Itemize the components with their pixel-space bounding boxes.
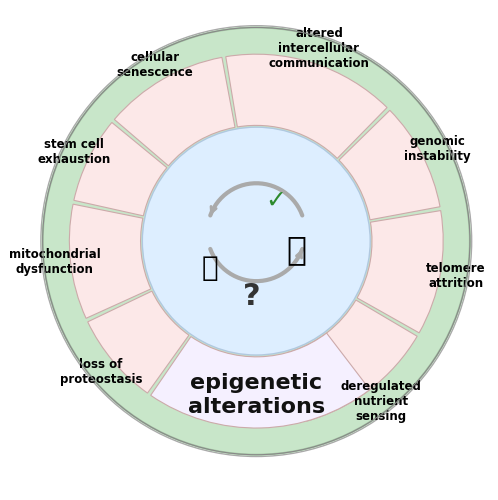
Wedge shape (287, 300, 417, 421)
Wedge shape (339, 110, 440, 220)
Text: 👶: 👶 (202, 254, 218, 282)
Text: mitochondrial
dysfunction: mitochondrial dysfunction (8, 248, 100, 276)
Text: epigenetic
alterations: epigenetic alterations (188, 374, 325, 416)
Circle shape (142, 127, 370, 355)
Text: altered
intercellular
communication: altered intercellular communication (268, 26, 370, 70)
Text: ?: ? (243, 282, 260, 311)
Text: stem cell
exhaustion: stem cell exhaustion (37, 138, 111, 166)
Circle shape (43, 28, 470, 454)
Wedge shape (115, 58, 235, 166)
Text: ✓: ✓ (265, 189, 286, 213)
Wedge shape (357, 210, 443, 333)
Text: telomere
attrition: telomere attrition (426, 262, 486, 290)
Text: cellular
senescence: cellular senescence (117, 52, 193, 80)
Text: deregulated
nutrient
sensing: deregulated nutrient sensing (341, 380, 422, 422)
Text: loss of
proteostasis: loss of proteostasis (60, 358, 142, 386)
Text: genomic
instability: genomic instability (404, 135, 471, 163)
Text: 🧓: 🧓 (286, 234, 306, 266)
Wedge shape (74, 122, 167, 216)
Wedge shape (151, 333, 370, 428)
Wedge shape (69, 204, 151, 318)
Wedge shape (226, 54, 387, 158)
Wedge shape (88, 291, 189, 393)
